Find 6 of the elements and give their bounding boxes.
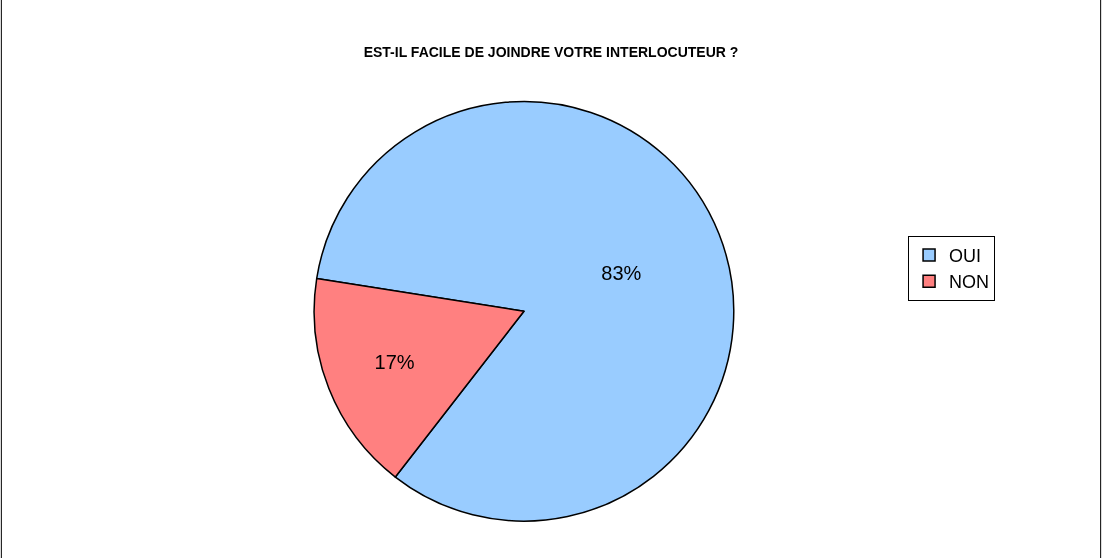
legend-label: NON — [949, 272, 990, 293]
legend-label: OUI — [949, 245, 982, 266]
data-label: 83% — [601, 261, 642, 284]
data-label: 17% — [374, 351, 415, 374]
chart-title: EST-IL FACILE DE JOINDRE VOTRE INTERLOCUTEUR ? — [363, 44, 739, 61]
pie-slice — [315, 100, 735, 522]
